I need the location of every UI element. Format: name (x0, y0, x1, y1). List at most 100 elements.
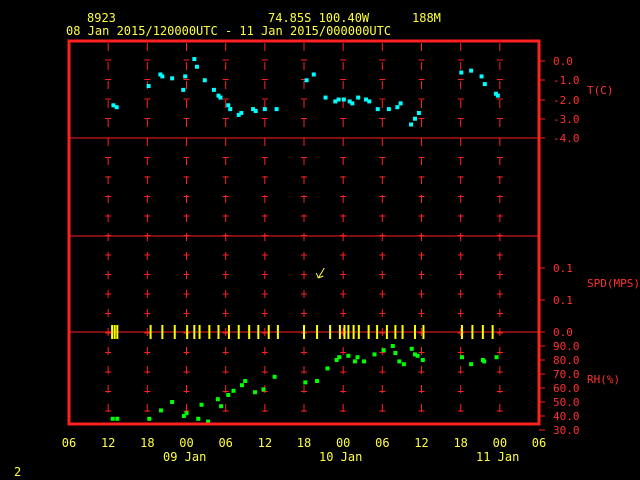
wind-arrow-mark (315, 267, 325, 279)
wind-barbs (111, 325, 494, 339)
temperature-point (202, 78, 207, 83)
humidity-point (181, 414, 186, 418)
humidity-point (219, 404, 224, 409)
x-tick-label: 00 (179, 436, 193, 450)
humidity-point (147, 416, 152, 421)
humidity-point (206, 419, 211, 424)
humidity-point (409, 346, 414, 351)
humidity-point (381, 348, 386, 353)
temperature-point (367, 99, 372, 104)
temperature-point (228, 107, 233, 112)
station-elevation: 188M (412, 11, 441, 25)
temperature-point (364, 97, 369, 102)
footer-label: 2 (14, 465, 21, 479)
grid-lines (105, 43, 503, 422)
temperature-point (479, 74, 484, 79)
temperature-point (336, 97, 341, 102)
rh-tick-label: 30.0 (553, 424, 580, 437)
humidity-point (390, 344, 395, 348)
humidity-point (459, 355, 464, 360)
humidity-point (352, 359, 357, 364)
humidity-point (393, 351, 398, 355)
x-tick-label: 00 (336, 436, 350, 450)
humidity-point (110, 416, 115, 421)
temperature-point (323, 95, 328, 100)
temperature-series (111, 57, 500, 127)
temperature-point (412, 116, 417, 121)
temperature-point (181, 87, 186, 92)
temperature-point (398, 101, 403, 106)
humidity-point (243, 379, 248, 383)
temperature-point (236, 112, 241, 117)
humidity-point (420, 358, 425, 362)
humidity-point (355, 355, 360, 360)
temperature-point (304, 78, 309, 83)
temperature-point (211, 87, 216, 92)
humidity-point (115, 416, 120, 421)
temperature-point (333, 99, 338, 104)
humidity-point (272, 374, 277, 379)
temp-tick-label: -1.0 (553, 74, 580, 87)
temperature-point (170, 76, 175, 81)
humidity-point (199, 402, 204, 407)
humidity-series (110, 344, 499, 424)
temp-tick-label: 0.0 (553, 55, 573, 68)
temp-tick-label: -3.0 (553, 113, 580, 126)
temperature-point (239, 110, 244, 115)
humidity-point (334, 358, 339, 362)
rh-tick-label: 60.0 (553, 382, 580, 395)
x-tick-label: 12 (414, 436, 428, 450)
temperature-point (386, 107, 391, 112)
humidity-point (159, 408, 164, 413)
humidity-point (397, 359, 402, 364)
humidity-point (337, 355, 342, 360)
temperature-point (183, 74, 188, 79)
humidity-point (303, 380, 308, 385)
temperature-point (226, 103, 231, 108)
temperature-point (341, 97, 346, 102)
wind-arrow-icon (315, 267, 325, 279)
spd-axis-label: SPD(MPS) (587, 277, 640, 290)
rh-tick-label: 80.0 (553, 354, 580, 367)
spd-tick-label: 0.1 (553, 294, 573, 307)
temperature-point (347, 99, 352, 104)
plot-frame (67, 39, 541, 426)
temperature-point (274, 107, 279, 112)
temperature-point (218, 95, 223, 100)
temp-axis-label: T(C) (587, 84, 614, 97)
humidity-point (362, 359, 367, 364)
day-label-10: 10 Jan (319, 450, 362, 464)
temperature-point (114, 105, 119, 110)
rh-tick-label: 90.0 (553, 340, 580, 353)
temperature-point (192, 57, 197, 62)
temperature-point (111, 103, 116, 108)
rh-tick-label: 0.0 (553, 326, 573, 339)
humidity-point (469, 362, 474, 367)
humidity-point (325, 366, 330, 371)
temperature-point (350, 101, 355, 106)
y-axis-ticks: 0.0-1.0-2.0-3.0-4.00.10.10.090.080.070.0… (539, 55, 580, 437)
temperature-point (495, 93, 500, 98)
humidity-point (372, 352, 377, 357)
time-period: 08 Jan 2015/120000UTC - 11 Jan 2015/0000… (66, 24, 391, 38)
humidity-point (482, 359, 487, 364)
day-label-09: 09 Jan (163, 450, 206, 464)
x-tick-label: 06 (375, 436, 389, 450)
x-tick-label: 06 (62, 436, 76, 450)
x-tick-label: 18 (140, 436, 154, 450)
humidity-point (315, 379, 320, 383)
station-id: 8923 (87, 11, 116, 25)
day-label-11: 11 Jan (476, 450, 519, 464)
x-tick-label: 18 (453, 436, 467, 450)
humidity-point (226, 393, 231, 397)
temperature-point (459, 70, 464, 75)
humidity-point (253, 390, 258, 395)
station-location: 74.85S 100.40W (268, 11, 370, 25)
temperature-point (409, 122, 414, 127)
temperature-point (356, 95, 361, 100)
spd-tick-label: 0.1 (553, 262, 573, 275)
humidity-point (184, 411, 189, 416)
humidity-point (170, 400, 175, 404)
temperature-point (311, 72, 316, 77)
temperature-point (146, 84, 151, 89)
